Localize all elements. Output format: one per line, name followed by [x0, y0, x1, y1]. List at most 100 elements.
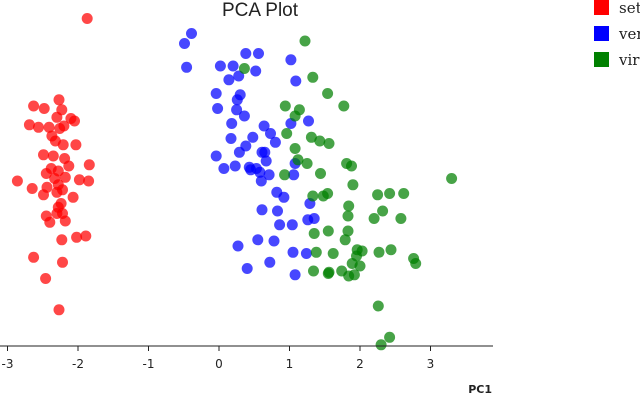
legend: setosa versicolor virginica: [594, 0, 640, 69]
data-point-setosa: [11, 175, 23, 187]
legend-label-versicolor: versicolor: [618, 25, 640, 43]
data-point-setosa: [51, 186, 63, 198]
data-point-versicolor: [247, 131, 259, 143]
data-point-setosa: [81, 13, 93, 24]
data-point-setosa: [40, 273, 52, 284]
data-point-setosa: [44, 216, 56, 228]
x-axis: -3 -2 -1 0 1 2 3: [0, 345, 493, 371]
data-point-setosa: [56, 234, 68, 246]
data-point-virginica: [289, 110, 301, 122]
data-point-setosa: [83, 175, 95, 187]
data-point-setosa: [59, 171, 71, 183]
data-point-virginica: [308, 228, 320, 239]
data-point-virginica: [307, 190, 319, 202]
data-point-setosa: [54, 123, 66, 134]
data-point-virginica: [372, 189, 384, 201]
data-point-virginica: [238, 63, 250, 74]
data-point-virginica: [354, 260, 366, 272]
data-point-versicolor: [265, 128, 276, 139]
data-point-setosa: [53, 94, 65, 106]
data-point-virginica: [327, 248, 339, 259]
data-point-virginica: [368, 213, 380, 224]
data-point-setosa: [28, 251, 40, 263]
data-point-versicolor: [289, 269, 301, 281]
data-point-versicolor: [241, 263, 253, 274]
data-point-virginica: [398, 188, 410, 199]
data-point-virginica: [377, 205, 389, 217]
data-point-virginica: [346, 160, 357, 172]
data-point-virginica: [446, 173, 458, 184]
data-point-setosa: [67, 191, 79, 203]
data-point-setosa: [59, 215, 71, 227]
data-point-versicolor: [226, 118, 238, 129]
data-point-versicolor: [186, 28, 197, 39]
legend-label-setosa: setosa: [619, 0, 640, 17]
data-point-virginica: [373, 246, 385, 258]
data-point-virginica: [384, 331, 396, 343]
data-point-versicolor: [218, 163, 230, 174]
data-point-virginica: [314, 135, 326, 147]
data-point-versicolor: [260, 155, 272, 167]
data-point-versicolor: [231, 104, 243, 116]
data-point-setosa: [53, 304, 65, 316]
data-point-versicolor: [233, 146, 245, 158]
data-point-virginica: [342, 225, 354, 237]
data-point-virginica: [384, 188, 396, 199]
data-point-versicolor: [288, 169, 300, 181]
legend-swatch-setosa: [594, 0, 609, 15]
data-point-versicolor: [254, 166, 266, 178]
data-point-versicolor: [223, 74, 235, 86]
data-point-setosa: [71, 231, 83, 243]
data-point-versicolor: [272, 205, 283, 217]
data-point-versicolor: [278, 191, 290, 203]
data-point-setosa: [26, 183, 38, 194]
data-point-setosa: [57, 139, 69, 151]
x-tick-label: -3: [2, 357, 14, 371]
data-point-virginica: [315, 168, 326, 179]
data-point-virginica: [342, 210, 354, 222]
data-point-versicolor: [264, 256, 276, 268]
data-point-virginica: [375, 339, 387, 351]
data-point-versicolor: [229, 160, 241, 172]
data-point-virginica: [292, 154, 304, 166]
data-point-virginica: [305, 131, 317, 143]
data-point-virginica: [310, 246, 322, 258]
data-point-setosa: [33, 121, 44, 133]
data-point-virginica: [323, 266, 335, 278]
data-point-setosa: [40, 168, 52, 179]
data-point-setosa: [38, 103, 50, 114]
data-point-versicolor: [268, 235, 280, 247]
points-layer: [11, 13, 458, 351]
data-point-virginica: [338, 100, 350, 112]
data-point-setosa: [43, 121, 55, 133]
data-point-versicolor: [232, 240, 244, 252]
data-point-virginica: [289, 143, 301, 154]
data-point-virginica: [322, 188, 334, 199]
data-point-versicolor: [252, 234, 264, 246]
data-point-virginica: [343, 200, 355, 212]
data-point-versicolor: [250, 65, 262, 77]
legend-swatch-versicolor: [594, 26, 609, 41]
data-point-versicolor: [258, 120, 270, 132]
data-point-versicolor: [274, 219, 286, 231]
x-tick-label: 3: [427, 357, 435, 371]
data-point-setosa: [80, 230, 92, 242]
data-point-versicolor: [238, 110, 250, 122]
chart-title: PCA Plot: [222, 0, 299, 21]
data-point-versicolor: [231, 94, 243, 106]
data-point-versicolor: [214, 60, 226, 72]
data-point-virginica: [372, 300, 384, 312]
data-point-versicolor: [256, 204, 268, 216]
x-tick-label: -1: [143, 357, 155, 371]
data-point-versicolor: [302, 214, 314, 226]
data-point-virginica: [385, 244, 397, 256]
data-point-setosa: [47, 150, 59, 162]
data-point-setosa: [38, 189, 49, 201]
data-point-virginica: [299, 35, 311, 47]
data-point-setosa: [63, 160, 75, 172]
data-point-virginica: [410, 258, 422, 269]
data-point-versicolor: [212, 103, 224, 114]
data-point-versicolor: [179, 38, 190, 49]
data-point-setosa: [23, 119, 35, 131]
